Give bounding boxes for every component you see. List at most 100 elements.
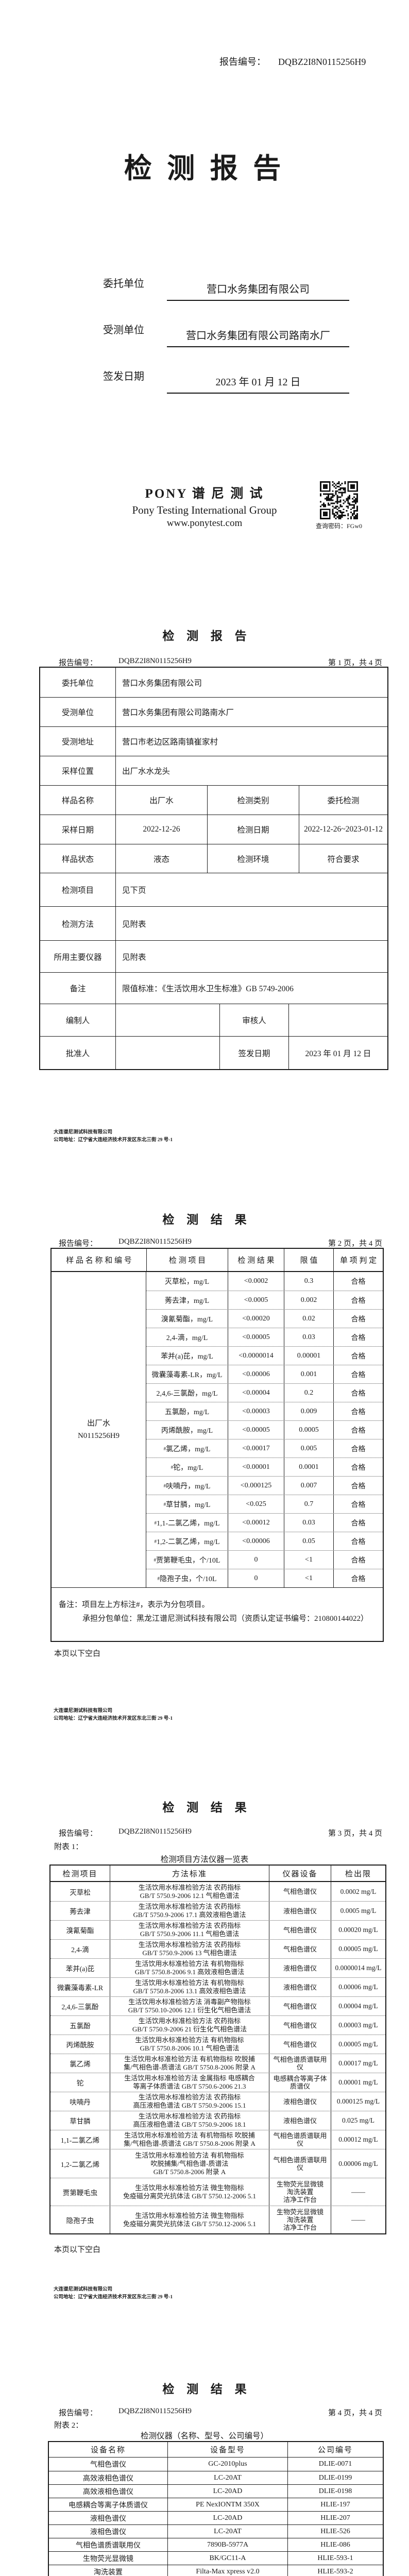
instrument-code: HLIE-207 <box>287 2512 383 2524</box>
method-item: 苯并(a)芘 <box>65 1965 95 1973</box>
row-label: 采样位置 <box>61 767 94 776</box>
method-standard: 生活饮用水标准检验方法 有机物指标 GB/T 5750.8-2006 9.1 高… <box>110 1959 269 1977</box>
instrument-code: HLIE-086 <box>287 2538 383 2551</box>
result-limit: 0.2 <box>284 1384 333 1402</box>
method-lod: 0.025 mg/L <box>331 2111 385 2130</box>
results-table: 样 品 名 称 和 编 号 检 测 项 目 检 测 结 果 限 值 单 项 判 … <box>50 1248 384 1642</box>
result-row: #1,1-二氯乙烯，mg/L <0.00012 0.03 合格 <box>146 1513 383 1532</box>
result-value: <0.00004 <box>228 1384 284 1402</box>
page-number: 第 3 页，共 4 页 <box>328 1829 382 1838</box>
result-item: 莠去津，mg/L <box>164 1297 210 1305</box>
row-label: 受测单位 <box>61 708 94 717</box>
method-instrument: 液相色谱仪 <box>269 1959 331 1977</box>
result-value: <0.00001 <box>228 1458 284 1476</box>
instrument-model: BK/GC11-A <box>167 2552 287 2565</box>
method-instrument: 生物荧光显微镜 淘洗装置 洁净工作台 <box>269 2178 331 2206</box>
result-judgement: 合格 <box>333 1458 383 1476</box>
method-lod: 0.00020 mg/L <box>331 1921 385 1939</box>
result-limit: 0.005 <box>284 1439 333 1458</box>
row-value: 2022-12-26 <box>115 815 207 844</box>
page-title: 检 测 结 果 <box>162 2383 251 2396</box>
result-row: 溴氰菊酯，mg/L <0.00020 0.02 合格 <box>146 1309 383 1328</box>
table-title: 检测项目方法仪器一览表 <box>160 1855 249 1864</box>
method-lod: 0.00006 mg/L <box>331 1978 385 1996</box>
result-item: # 隐孢子虫，个/10L <box>157 1575 217 1583</box>
row-label: 受测地址 <box>61 738 94 747</box>
result-item: 微囊藻毒素-LR，mg/L <box>151 1371 223 1379</box>
result-value: <0.00017 <box>228 1439 284 1458</box>
method-lod: 0.000125 mg/L <box>331 2092 385 2111</box>
cover-field-value: 2023 年 01 月 12 日 <box>215 377 301 388</box>
result-row: #1,2-二氯乙烯，mg/L <0.00006 0.05 合格 <box>146 1532 383 1550</box>
result-value: <0.000125 <box>228 1477 284 1495</box>
instrument-model: PE NexIONTM 350X <box>167 2498 287 2511</box>
row-value: 见附表 <box>115 907 387 940</box>
method-standard: 生活饮用水标准检验方法 有机物指标 GB/T 5750.8-2006 13.1 … <box>110 1978 269 1996</box>
method-instrument: 气相色谱质谱联用仪 <box>269 2149 331 2178</box>
result-judgement: 合格 <box>333 1365 383 1383</box>
row-label: 检测类别 <box>207 786 299 815</box>
report-no-value: DQBZ2I8N0115256H9 <box>118 1827 192 1836</box>
row-label: 样品名称 <box>61 796 94 805</box>
result-value: <0.00005 <box>228 1328 284 1346</box>
instrument-model: LC-20AT <box>167 2471 287 2484</box>
row-label: 备注 <box>70 985 86 993</box>
method-row: 1,1-二氯乙烯 生活饮用水标准检验方法 有机物指标 吹脱捕 集/气相色谱-质谱… <box>50 2130 385 2149</box>
footer-address: 公司地址：辽宁省大连经济技术开发区东北三街 29 号-1 <box>54 1138 173 1143</box>
instrument-code: HLIE-197 <box>287 2498 383 2511</box>
cover-field: 受测单位 营口水务集团有限公司路南水厂 <box>103 310 349 357</box>
instrument-model: 7890B-5977A <box>167 2538 287 2551</box>
method-standard: 生活饮用水标准检验方法 微生物指标 免疫磁分离荧光抗体法 GB/T 5750.1… <box>110 2206 269 2233</box>
method-row: 草甘膦 生活饮用水标准检验方法 农药指标 高压液相色谱法 GB/T 5750.9… <box>50 2111 385 2130</box>
table-row: 受测地址 营口市老边区路南镇崔家村 <box>40 726 387 756</box>
method-row: 贾第鞭毛虫 生活饮用水标准检验方法 微生物指标 免疫磁分离荧光抗体法 GB/T … <box>50 2178 385 2206</box>
cover-page: 报告编号： DQBZ2I8N0115256H9 检 测 报 告 委托单位 营口水务… <box>0 0 409 579</box>
result-value: <0.00020 <box>228 1310 284 1328</box>
result-item: 溴氰菊酯，mg/L <box>161 1315 213 1324</box>
method-row: 微囊藻毒素-LR 生活饮用水标准检验方法 有机物指标 GB/T 5750.8-2… <box>50 1977 385 1996</box>
result-item: # 草甘膦，mg/L <box>163 1501 211 1509</box>
instrument-name: 生物荧光显微镜 <box>83 2555 133 2563</box>
instruments-table: 设备名称 设备型号 公司编号 气相色谱仪 GC-2010plus DLIE-00… <box>48 2441 384 2576</box>
table-row: 采样位置 出厂水水龙头 <box>40 756 387 785</box>
row-value: 见下页 <box>115 873 387 906</box>
table-title: 检测仪器（名称、型号、公司编号） <box>140 2432 268 2441</box>
method-row: 1,2-二氯乙烯 生活饮用水标准检验方法 有机物指标 吹脱捕集/气相色谱-质谱法… <box>50 2149 385 2178</box>
method-lod: 0.00001 mg/L <box>331 2073 385 2092</box>
result-item: # 呋喃丹，mg/L <box>163 1482 211 1490</box>
result-limit: 0.7 <box>284 1495 333 1513</box>
table-row: 检测方法 见附表 <box>40 906 387 940</box>
annex-label: 附表 2： <box>54 2421 83 2430</box>
method-standard: 生活饮用水标准检验方法 农药指标 高压液相色谱法 GB/T 5750.9-200… <box>110 2092 269 2111</box>
result-value: <0.00005 <box>228 1421 284 1439</box>
row-value: 出厂水水龙头 <box>115 756 387 785</box>
column-header: 检 测 结 果 <box>228 1249 284 1271</box>
method-instrument: 液相色谱仪 <box>269 2111 331 2130</box>
result-row: # 呋喃丹，mg/L <0.000125 0.007 合格 <box>146 1476 383 1495</box>
method-instrument: 气相色谱仪 <box>269 2016 331 2035</box>
instruments-page: 检 测 结 果 报告编号： DQBZ2I8N0115256H9 第 4 页，共 … <box>0 2314 409 2576</box>
result-limit: 0.009 <box>284 1402 333 1420</box>
cover-field-label: 签发日期 <box>103 371 144 382</box>
method-standard: 生活饮用水标准检验方法 有机物指标 吹脱捕 集/气相色谱-质谱法 GB/T 57… <box>110 2054 269 2073</box>
row-value: 2023 年 01 月 12 日 <box>288 1037 387 1069</box>
method-item: 1,1-二氯乙烯 <box>60 2137 100 2144</box>
lab-name-en: Pony Testing International Group <box>132 504 277 516</box>
column-header: 单 项 判 定 <box>333 1249 383 1271</box>
result-item: 苯并(a)芘，mg/L <box>161 1352 213 1361</box>
method-standard: 生活饮用水标准检验方法 农药指标 GB/T 5750.9-2006 21 衍生化… <box>110 2016 269 2035</box>
result-limit: 0.007 <box>284 1477 333 1495</box>
column-header: 样 品 名 称 和 编 号 <box>66 1257 132 1265</box>
instrument-code: DLIE-0199 <box>287 2471 383 2484</box>
report-no-value: DQBZ2I8N0115256H9 <box>278 57 366 67</box>
method-standard: 生活饮用水标准检验方法 农药指标 GB/T 5750.9-2006 13 气相色… <box>110 1940 269 1958</box>
row-value: 液态 <box>115 844 207 873</box>
row-label: 批准人 <box>65 1049 90 1058</box>
page-title: 检 测 结 果 <box>162 1801 251 1814</box>
result-row: 莠去津，mg/L <0.0005 0.002 合格 <box>146 1291 383 1309</box>
method-standard: 生活饮用水标准检验方法 有机物指标 GB/T 5750.8-2006 10.1 … <box>110 2035 269 2054</box>
method-item: 2,4-滴 <box>71 1946 89 1954</box>
instrument-name: 气相色谱仪 <box>90 2461 126 2469</box>
method-lod: 0.00005 mg/L <box>331 2035 385 2054</box>
column-header: 检 测 项 目 <box>146 1249 228 1271</box>
